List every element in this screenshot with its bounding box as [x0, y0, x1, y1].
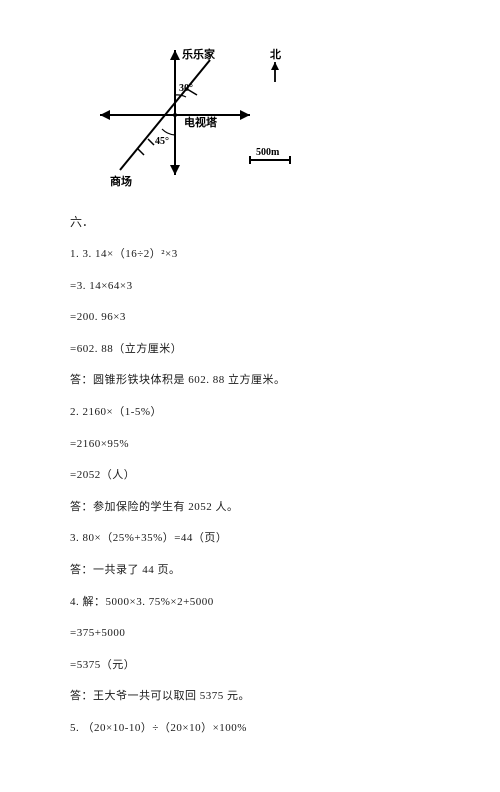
- label-tv-tower: 电视塔: [184, 115, 218, 129]
- label-lele-home: 乐乐家: [182, 47, 216, 61]
- solution-line: 答：参加保险的学生有 2052 人。: [70, 499, 440, 517]
- section-heading: 六．: [70, 213, 440, 230]
- solution-line: =375+5000: [70, 625, 440, 643]
- solution-line: 答：一共录了 44 页。: [70, 562, 440, 580]
- direction-diagram: 乐乐家 北 电视塔 商场 30° 45° 500m: [80, 40, 310, 195]
- solution-line: =2160×95%: [70, 436, 440, 454]
- label-north: 北: [270, 47, 281, 61]
- solution-line: 答：王大爷一共可以取回 5375 元。: [70, 688, 440, 706]
- label-scale: 500m: [256, 147, 280, 158]
- solution-line: 答：圆锥形铁块体积是 602. 88 立方厘米。: [70, 372, 440, 390]
- solution-line: 4. 解：5000×3. 75%×2+5000: [70, 594, 440, 612]
- label-angle-30: 30°: [179, 83, 193, 94]
- solution-line: =200. 96×3: [70, 309, 440, 327]
- solution-line: =5375（元）: [70, 657, 440, 675]
- label-market: 商场: [110, 174, 132, 188]
- solution-line: =3. 14×64×3: [70, 278, 440, 296]
- solution-line: =2052（人）: [70, 467, 440, 485]
- solution-line: 5. （20×10-10）÷（20×10）×100%: [70, 720, 440, 738]
- solution-line: =602. 88（立方厘米）: [70, 341, 440, 359]
- solution-line: 2. 2160×（1-5%）: [70, 404, 440, 422]
- solution-line: 1. 3. 14×（16÷2）²×3: [70, 246, 440, 264]
- label-angle-45: 45°: [155, 136, 169, 147]
- solution-line: 3. 80×（25%+35%）=44（页）: [70, 530, 440, 548]
